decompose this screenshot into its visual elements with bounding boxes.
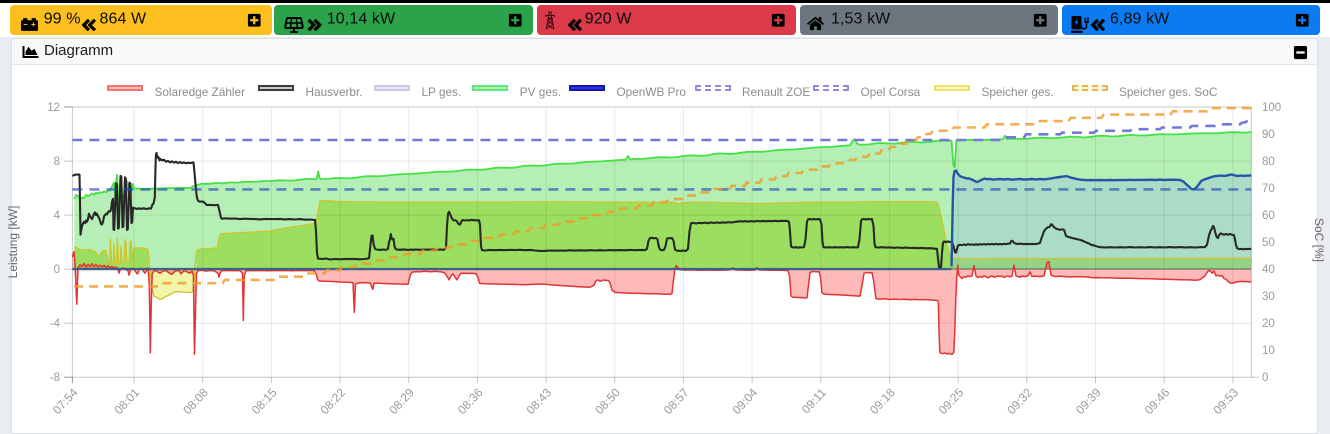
svg-text:09:11: 09:11 — [799, 385, 829, 416]
svg-text:09:25: 09:25 — [936, 385, 967, 417]
svg-text:-8: -8 — [50, 372, 60, 384]
svg-text:09:53: 09:53 — [1210, 385, 1241, 417]
svg-text:08:15: 08:15 — [249, 385, 280, 417]
svg-text:40: 40 — [1262, 264, 1275, 276]
svg-text:30: 30 — [1262, 291, 1275, 303]
svg-text:-4: -4 — [50, 318, 61, 330]
svg-text:20: 20 — [1262, 318, 1275, 330]
svg-text:10: 10 — [1262, 345, 1275, 357]
svg-text:80: 80 — [1262, 156, 1275, 168]
svg-text:4: 4 — [54, 210, 61, 222]
svg-text:08:08: 08:08 — [180, 385, 211, 417]
svg-text:08:57: 08:57 — [661, 385, 692, 417]
svg-text:09:04: 09:04 — [730, 385, 761, 417]
svg-text:08:29: 08:29 — [386, 385, 417, 417]
svg-text:0: 0 — [54, 264, 60, 276]
svg-text:08:01: 08:01 — [111, 385, 142, 417]
svg-text:09:18: 09:18 — [867, 385, 898, 417]
svg-text:100: 100 — [1262, 102, 1281, 114]
svg-text:07:54: 07:54 — [50, 385, 81, 417]
svg-text:60: 60 — [1262, 210, 1275, 222]
svg-text:09:39: 09:39 — [1073, 385, 1104, 417]
svg-text:SoC [%]: SoC [%] — [1312, 218, 1326, 262]
svg-text:08:36: 08:36 — [455, 385, 486, 417]
svg-text:08:43: 08:43 — [524, 385, 555, 417]
svg-text:0: 0 — [1262, 372, 1268, 384]
svg-text:8: 8 — [54, 156, 60, 168]
svg-text:09:46: 09:46 — [1142, 385, 1173, 417]
svg-text:12: 12 — [47, 102, 60, 114]
svg-text:Leistung [kW]: Leistung [kW] — [6, 206, 20, 279]
svg-text:08:50: 08:50 — [592, 385, 623, 417]
svg-text:70: 70 — [1262, 183, 1275, 195]
svg-text:08:22: 08:22 — [317, 385, 348, 417]
svg-text:09:32: 09:32 — [1004, 385, 1035, 417]
svg-text:90: 90 — [1262, 129, 1275, 141]
svg-text:50: 50 — [1262, 237, 1275, 249]
